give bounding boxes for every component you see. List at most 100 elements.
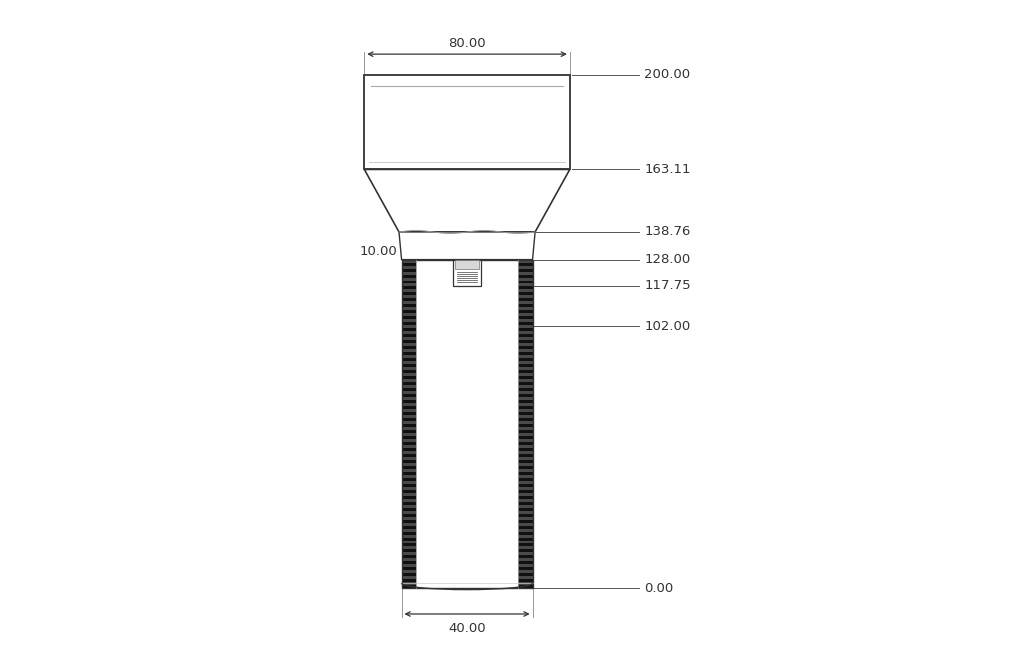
Polygon shape: [401, 308, 416, 310]
Polygon shape: [401, 388, 416, 391]
Polygon shape: [518, 522, 532, 526]
Polygon shape: [401, 266, 416, 269]
Polygon shape: [365, 75, 569, 170]
Polygon shape: [401, 352, 416, 355]
Polygon shape: [401, 454, 416, 457]
Polygon shape: [401, 274, 416, 278]
Polygon shape: [401, 490, 416, 493]
Polygon shape: [518, 346, 532, 349]
Polygon shape: [401, 522, 416, 526]
Polygon shape: [401, 278, 416, 280]
Polygon shape: [401, 448, 416, 451]
Polygon shape: [401, 546, 416, 550]
Polygon shape: [518, 286, 532, 290]
Polygon shape: [518, 508, 532, 511]
Polygon shape: [518, 370, 532, 373]
Polygon shape: [401, 499, 416, 502]
Polygon shape: [518, 430, 532, 433]
Polygon shape: [401, 316, 416, 320]
Bar: [416, 260, 518, 588]
Polygon shape: [518, 296, 532, 298]
Polygon shape: [518, 334, 532, 337]
Text: 138.76: 138.76: [644, 225, 690, 239]
Polygon shape: [518, 343, 532, 346]
Polygon shape: [518, 373, 532, 376]
Polygon shape: [401, 304, 416, 308]
Polygon shape: [518, 292, 532, 296]
Polygon shape: [401, 296, 416, 298]
Polygon shape: [518, 332, 532, 334]
Polygon shape: [401, 451, 416, 454]
Polygon shape: [401, 370, 416, 373]
Polygon shape: [401, 568, 416, 570]
Polygon shape: [401, 534, 416, 538]
Text: 200.00: 200.00: [644, 68, 690, 81]
Polygon shape: [518, 355, 532, 358]
Polygon shape: [518, 448, 532, 451]
Polygon shape: [518, 280, 532, 284]
Polygon shape: [401, 558, 416, 562]
Polygon shape: [518, 502, 532, 505]
Polygon shape: [518, 403, 532, 406]
Polygon shape: [401, 505, 416, 508]
Polygon shape: [401, 418, 416, 421]
Polygon shape: [401, 550, 416, 552]
Polygon shape: [518, 367, 532, 370]
Polygon shape: [518, 391, 532, 394]
Polygon shape: [401, 406, 416, 409]
Polygon shape: [401, 442, 416, 445]
Text: 163.11: 163.11: [644, 163, 691, 176]
Polygon shape: [518, 284, 532, 286]
Polygon shape: [518, 308, 532, 310]
Polygon shape: [401, 358, 416, 361]
Polygon shape: [401, 472, 416, 475]
Polygon shape: [518, 260, 532, 263]
Polygon shape: [401, 540, 416, 544]
Polygon shape: [401, 415, 416, 418]
Polygon shape: [401, 379, 416, 382]
Polygon shape: [518, 379, 532, 382]
Polygon shape: [518, 304, 532, 308]
Polygon shape: [518, 290, 532, 292]
Polygon shape: [401, 457, 416, 460]
Polygon shape: [518, 582, 532, 585]
Polygon shape: [518, 439, 532, 442]
Polygon shape: [401, 263, 416, 266]
Polygon shape: [518, 490, 532, 493]
Polygon shape: [401, 376, 416, 379]
Polygon shape: [518, 478, 532, 481]
Polygon shape: [401, 582, 416, 585]
Polygon shape: [518, 442, 532, 445]
Polygon shape: [401, 340, 416, 343]
Polygon shape: [518, 274, 532, 278]
Polygon shape: [401, 436, 416, 439]
Text: 128.00: 128.00: [644, 253, 690, 266]
Polygon shape: [518, 298, 532, 302]
Polygon shape: [401, 412, 416, 415]
Polygon shape: [401, 269, 416, 272]
Polygon shape: [401, 487, 416, 490]
Polygon shape: [518, 397, 532, 400]
Polygon shape: [518, 358, 532, 361]
Polygon shape: [401, 579, 416, 582]
Polygon shape: [401, 469, 416, 472]
Polygon shape: [401, 528, 416, 532]
Polygon shape: [401, 481, 416, 484]
Polygon shape: [401, 514, 416, 516]
Polygon shape: [518, 576, 532, 579]
Polygon shape: [518, 460, 532, 463]
Polygon shape: [401, 397, 416, 400]
Polygon shape: [401, 326, 416, 328]
Polygon shape: [518, 436, 532, 439]
Polygon shape: [518, 445, 532, 448]
Polygon shape: [401, 284, 416, 286]
Polygon shape: [518, 496, 532, 499]
Polygon shape: [518, 472, 532, 475]
Polygon shape: [518, 409, 532, 412]
Polygon shape: [401, 570, 416, 573]
Polygon shape: [401, 328, 416, 332]
Polygon shape: [518, 499, 532, 502]
Polygon shape: [518, 463, 532, 466]
Polygon shape: [401, 421, 416, 424]
Polygon shape: [401, 332, 416, 334]
